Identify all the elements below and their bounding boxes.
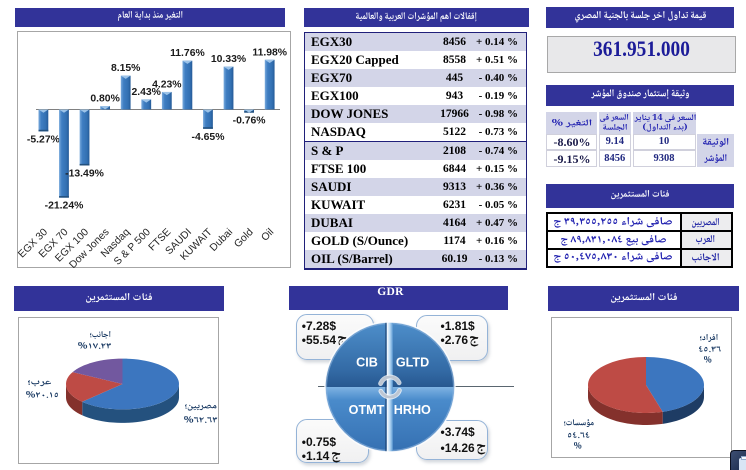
svg-text:8.15%: 8.15%: [111, 63, 140, 74]
svg-text:10.33%: 10.33%: [211, 54, 246, 65]
svg-text:GLTD: GLTD: [396, 356, 429, 370]
svg-text:-13.49%: -13.49%: [65, 169, 104, 180]
svg-text:-4.65%: -4.65%: [192, 132, 225, 143]
svg-text:-21.24%: -21.24%: [45, 201, 84, 212]
svg-text:-5.27%: -5.27%: [27, 134, 60, 145]
svg-text:11.98%: 11.98%: [252, 47, 287, 58]
svg-text:2.43%: 2.43%: [131, 87, 160, 98]
svg-text:CIB: CIB: [356, 356, 378, 370]
svg-text:OTMT: OTMT: [349, 403, 385, 417]
svg-text:HRHO: HRHO: [394, 403, 431, 417]
svg-text:0.80%: 0.80%: [90, 94, 119, 105]
svg-text:11.76%: 11.76%: [170, 48, 205, 59]
svg-text:-0.76%: -0.76%: [233, 116, 266, 127]
svg-text:4.23%: 4.23%: [152, 79, 181, 90]
